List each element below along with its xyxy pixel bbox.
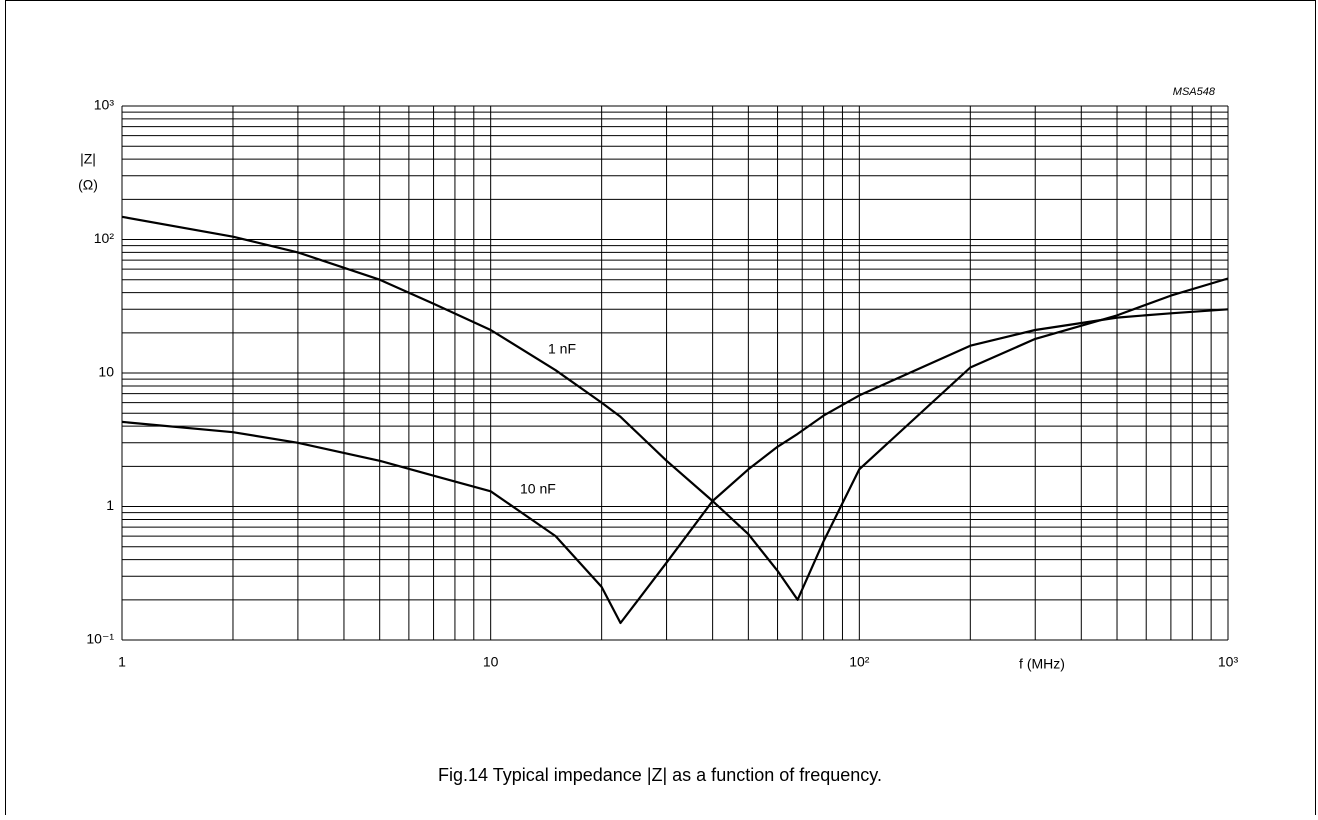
figure-code: MSA548: [1173, 86, 1216, 98]
series-line: [121, 215, 1229, 601]
x-tick-label: 10: [483, 654, 499, 670]
y-tick-label: 10⁻¹: [86, 631, 114, 647]
y-axis-label: |Z|: [80, 151, 96, 167]
x-axis-label: f (MHz): [1019, 656, 1065, 672]
series-label: 1 nF: [548, 341, 576, 357]
caption: Fig.14 Typical impedance |Z| as a functi…: [438, 765, 882, 785]
y-tick-label: 1: [106, 497, 114, 513]
x-tick-label: 10³: [1218, 654, 1239, 670]
series-label: 10 nF: [520, 481, 556, 497]
series-line: [121, 308, 1229, 625]
x-tick-label: 1: [118, 654, 126, 670]
y-tick-label: 10²: [94, 230, 115, 246]
frame: [5, 0, 1316, 820]
y-tick-label: 10: [98, 364, 114, 380]
x-tick-label: 10²: [849, 654, 870, 670]
y-tick-label: 10³: [94, 97, 115, 113]
y-axis-unit: (Ω): [78, 177, 98, 193]
